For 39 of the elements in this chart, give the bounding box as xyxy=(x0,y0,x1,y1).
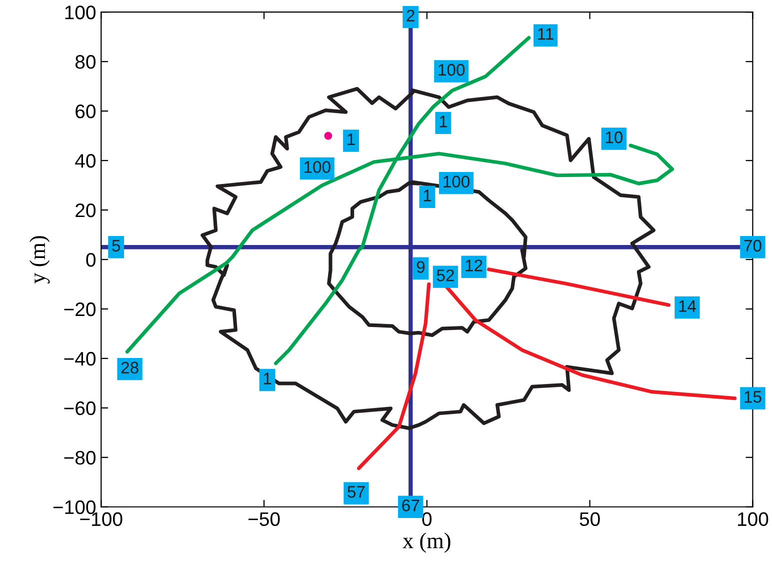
annotation: 100 xyxy=(444,176,470,188)
line-series xyxy=(200,86,656,430)
x-tick-label: −50 xyxy=(248,512,280,526)
y-tick-label: −60 xyxy=(64,401,96,416)
line-series xyxy=(357,282,431,470)
annotation: 9 xyxy=(416,261,425,273)
x-tick-label: 50 xyxy=(580,512,600,526)
annotation: 70 xyxy=(744,240,762,252)
y-tick-label: 20 xyxy=(76,203,96,218)
y-tick-label: −100 xyxy=(53,500,96,514)
y-tick-label: 80 xyxy=(75,55,96,69)
y-tick-label: −40 xyxy=(64,352,96,366)
y-tick-label: −80 xyxy=(64,450,96,465)
annotation: 28 xyxy=(121,362,138,374)
y-tick-label: 40 xyxy=(75,154,96,168)
y-tick-label: 100 xyxy=(65,6,96,20)
annotation: 1 xyxy=(264,372,272,384)
annotation: 12 xyxy=(466,260,482,272)
y-tick-label: 60 xyxy=(76,104,96,118)
annotation: 2 xyxy=(406,10,414,22)
x-tick-label: 0 xyxy=(422,512,432,526)
annotation: 5 xyxy=(112,240,120,252)
annotation: 1 xyxy=(348,134,355,146)
annotation: 52 xyxy=(436,269,454,282)
annotation: 10 xyxy=(606,131,623,144)
annotation: 1 xyxy=(424,190,432,202)
annotation: 100 xyxy=(438,64,465,76)
annotation: 67 xyxy=(402,500,420,512)
annotation: 57 xyxy=(348,486,365,498)
y-tick-label: 0 xyxy=(86,252,96,267)
x-tick-label: 100 xyxy=(738,512,768,526)
annotation: 11 xyxy=(538,28,554,40)
annotation: 14 xyxy=(679,300,696,312)
x-axis-title: x (m) xyxy=(402,532,450,553)
y-axis-title: y (m) xyxy=(29,236,50,284)
annotation: 15 xyxy=(744,391,762,403)
annotation: 100 xyxy=(304,161,330,173)
y-tick-label: −20 xyxy=(64,302,96,316)
annotation: 1 xyxy=(440,116,448,128)
